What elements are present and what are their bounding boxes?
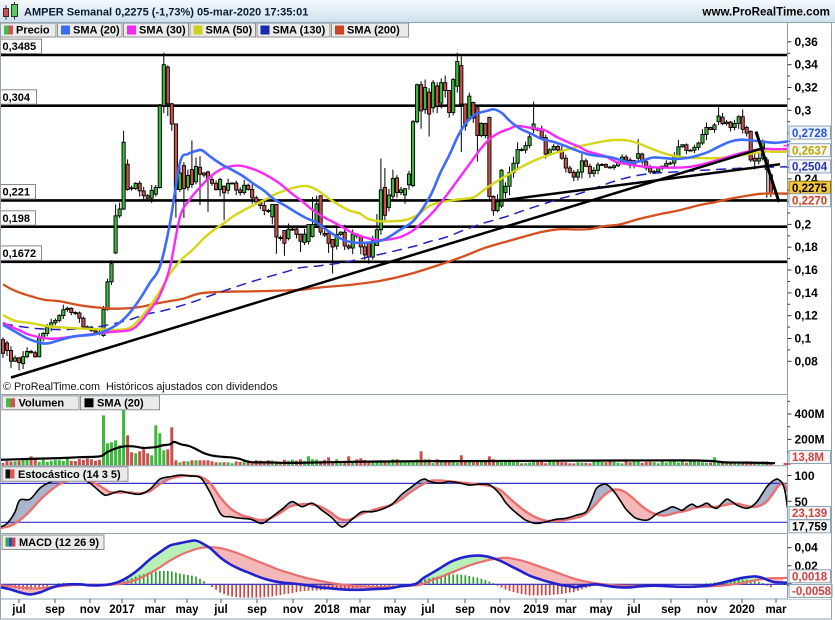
svg-text:AMPER Semanal 0,2275 (-1,73%): AMPER Semanal 0,2275 (-1,73%) 05-mar-202…	[24, 7, 308, 19]
svg-text:0,2637: 0,2637	[792, 145, 827, 157]
svg-text:mar: mar	[349, 604, 371, 616]
svg-text:0,2: 0,2	[795, 217, 812, 231]
svg-text:Volumen: Volumen	[19, 397, 65, 409]
svg-text:0,2728: 0,2728	[792, 128, 828, 140]
svg-text:may: may	[175, 604, 199, 616]
svg-text:sep: sep	[661, 604, 681, 616]
svg-text:0,36: 0,36	[795, 35, 819, 49]
svg-text:0,1672: 0,1672	[3, 248, 37, 260]
svg-text:0,32: 0,32	[795, 81, 819, 95]
svg-text:100: 100	[795, 469, 815, 483]
svg-text:sep: sep	[247, 604, 267, 616]
svg-text:0,198: 0,198	[3, 213, 31, 225]
svg-text:0,34: 0,34	[795, 58, 819, 72]
svg-text:0,08: 0,08	[795, 354, 819, 368]
svg-text:SMA (200): SMA (200)	[347, 25, 400, 37]
svg-text:0,304: 0,304	[3, 92, 31, 104]
svg-text:17,759: 17,759	[792, 522, 827, 534]
svg-text:nov: nov	[283, 604, 304, 616]
svg-text:jul: jul	[11, 604, 25, 616]
svg-text:400M: 400M	[795, 407, 825, 421]
svg-text:0,221: 0,221	[3, 187, 31, 199]
svg-text:SMA (20): SMA (20)	[97, 397, 144, 409]
svg-text:may: may	[383, 604, 407, 616]
svg-text:0,2504: 0,2504	[792, 162, 828, 174]
svg-text:nov: nov	[80, 604, 101, 616]
svg-text:2017: 2017	[109, 604, 135, 616]
svg-text:jul: jul	[213, 604, 227, 616]
svg-text:www.ProRealTime.com: www.ProRealTime.com	[701, 6, 830, 19]
svg-text:SMA (130): SMA (130)	[273, 25, 326, 37]
svg-text:0,14: 0,14	[795, 286, 819, 300]
svg-text:Estocástico (14 3 5): Estocástico (14 3 5)	[18, 469, 121, 481]
svg-text:may: may	[589, 604, 613, 616]
svg-text:0,2275: 0,2275	[792, 183, 828, 195]
svg-text:50: 50	[795, 495, 809, 509]
svg-text:mar: mar	[144, 604, 166, 616]
svg-text:nov: nov	[490, 604, 511, 616]
svg-text:Precio: Precio	[16, 25, 50, 37]
svg-text:200M: 200M	[795, 432, 825, 446]
svg-text:0,1: 0,1	[795, 332, 812, 346]
svg-text:SMA (30): SMA (30)	[139, 25, 186, 37]
svg-text:0,2270: 0,2270	[792, 195, 827, 207]
svg-text:0,18: 0,18	[795, 240, 819, 254]
svg-text:0,0018: 0,0018	[792, 572, 828, 584]
svg-text:© ProRealTime.com Históricos: © ProRealTime.com Históricos ajustados c…	[3, 381, 278, 393]
svg-text:0,04: 0,04	[795, 541, 819, 555]
svg-text:0,12: 0,12	[795, 309, 819, 323]
svg-text:nov: nov	[697, 604, 718, 616]
svg-text:sep: sep	[45, 604, 65, 616]
svg-text:jul: jul	[420, 604, 434, 616]
svg-text:0,3: 0,3	[795, 103, 812, 117]
svg-text:0,3485: 0,3485	[3, 41, 37, 53]
svg-text:2019: 2019	[523, 604, 549, 616]
svg-text:23,139: 23,139	[792, 508, 827, 520]
svg-text:SMA (50): SMA (50)	[206, 25, 253, 37]
svg-text:2018: 2018	[314, 604, 340, 616]
svg-text:-0,0058: -0,0058	[792, 586, 832, 598]
svg-text:2020: 2020	[729, 604, 755, 616]
svg-text:sep: sep	[455, 604, 475, 616]
svg-text:SMA (20): SMA (20)	[73, 25, 120, 37]
svg-text:13,8M: 13,8M	[792, 452, 824, 464]
svg-text:jul: jul	[626, 604, 640, 616]
svg-text:0,16: 0,16	[795, 263, 819, 277]
svg-text:mar: mar	[765, 604, 787, 616]
svg-text:MACD (12 26 9): MACD (12 26 9)	[19, 537, 99, 549]
svg-text:mar: mar	[555, 604, 577, 616]
